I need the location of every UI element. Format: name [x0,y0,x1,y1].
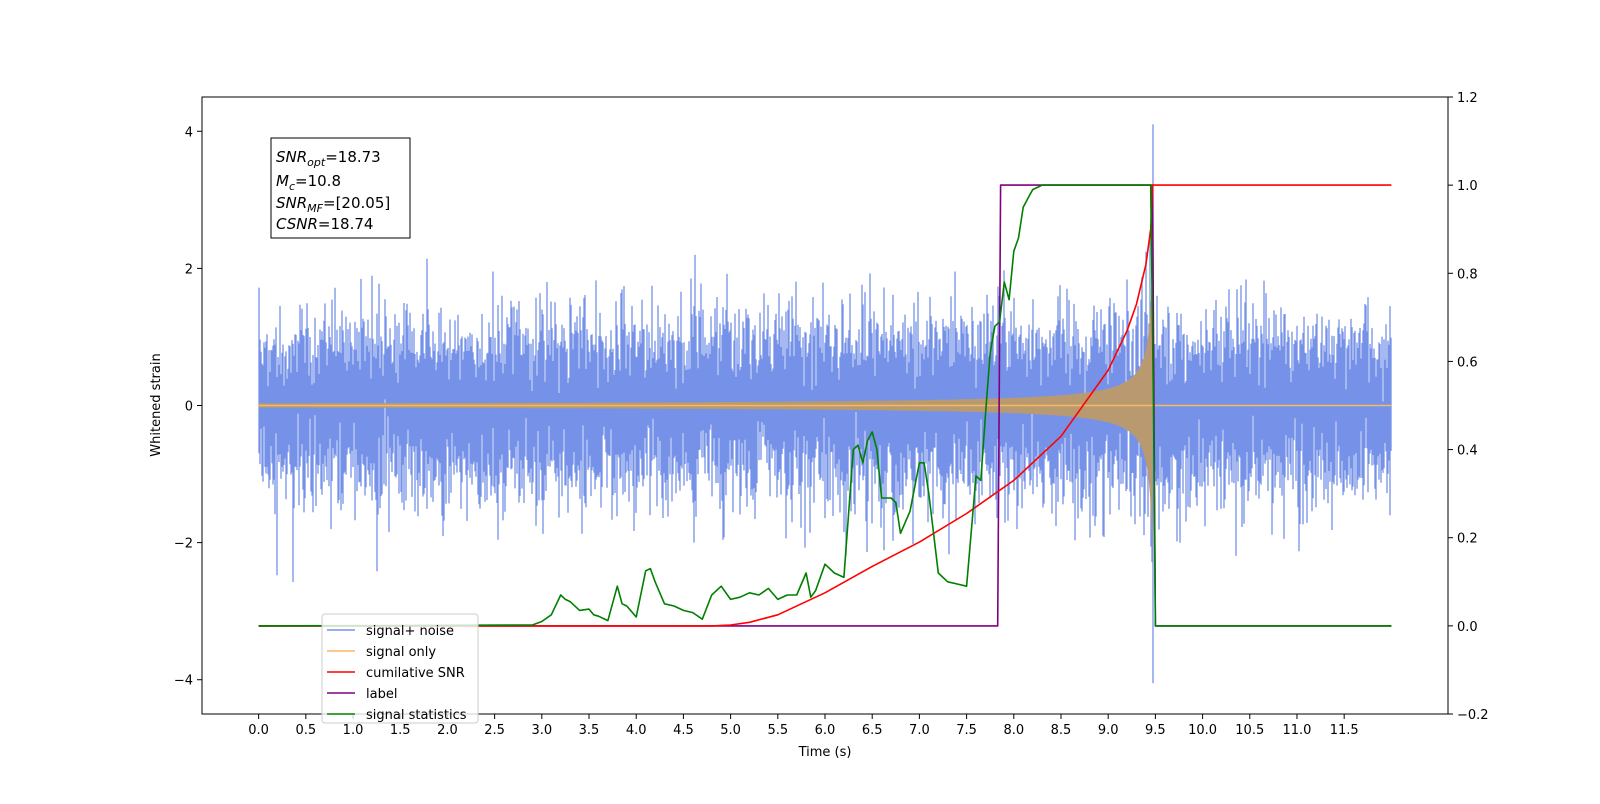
y-left-tick-label: −4 [174,674,193,689]
annotation-csnr: CSNR=18.74 [276,215,373,233]
x-tick-label: 7.5 [956,723,977,738]
x-tick-label: 0.0 [248,723,269,738]
x-tick-label: 6.0 [815,723,836,738]
legend-label: signal statistics [366,708,467,723]
x-tick-label: 4.5 [673,723,694,738]
x-tick-label: 2.0 [437,723,458,738]
legend-label: cumilative SNR [366,666,465,681]
x-tick-label: 1.0 [343,723,364,738]
annotation-snr-opt: SNRopt=18.73 [276,148,381,169]
y-right-tick-label: 1.0 [1457,179,1478,194]
annotation-mc: Mc=10.8 [276,172,341,193]
x-tick-label: 6.5 [862,723,883,738]
series-cumulative-snr [258,184,1392,627]
y-right-tick-label: 0.2 [1457,532,1478,547]
legend: signal+ noise signal only cumilative SNR la… [321,613,479,724]
x-tick-label: 11.5 [1330,723,1359,738]
legend-label: label [366,687,397,702]
y-left-tick-label: −2 [174,537,193,552]
x-tick-label: 4.0 [626,723,647,738]
x-tick-label: 8.0 [1003,723,1024,738]
x-tick-label: 2.5 [484,723,505,738]
x-tick-label: 3.5 [579,723,600,738]
y-right-tick-label: 0.4 [1457,444,1478,459]
x-tick-label: 5.5 [767,723,788,738]
x-axis-label: Time (s) [798,745,852,760]
y-right-tick-label: 0.8 [1457,267,1478,282]
y-left-tick-label: 2 [185,262,193,277]
legend-label: signal only [366,645,436,660]
legend-label: signal+ noise [366,624,454,639]
axes: 0.0 0.5 1.0 1.5 2.0 2.5 3.0 3.5 4.0 4.5 5.0 5.5 6.0 6… [174,91,1489,738]
x-tick-label: 10.0 [1188,723,1217,738]
y-right-tick-label: 1.2 [1457,91,1478,106]
x-tick-label: 7.0 [909,723,930,738]
x-tick-label: 9.0 [1098,723,1119,738]
annotation-snr-mf: SNRMF=[20.05] [276,194,390,215]
x-tick-label: 5.0 [720,723,741,738]
x-tick-label: 8.5 [1051,723,1072,738]
y-right-tick-label: −0.2 [1457,708,1489,723]
series-signal-statistics [258,184,1392,627]
y-axis-label: Whitened strain [149,353,164,456]
x-tick-label: 1.5 [390,723,411,738]
x-tick-label: 0.5 [295,723,316,738]
y-right-tick-label: 0.0 [1457,620,1478,635]
plot-area [258,124,1392,684]
y-right-tick-label: 0.6 [1457,355,1478,370]
x-tick-label: 11.0 [1282,723,1311,738]
legend-box [321,613,479,724]
annotation-box: SNRopt=18.73 Mc=10.8 SNRMF=[20.05] CSNR=… [270,137,411,239]
y-left-tick-label: 0 [185,400,193,415]
x-tick-label: 10.5 [1235,723,1264,738]
y-left-tick-label: 4 [185,125,193,140]
x-tick-label: 3.0 [531,723,552,738]
x-tick-label: 9.5 [1145,723,1166,738]
